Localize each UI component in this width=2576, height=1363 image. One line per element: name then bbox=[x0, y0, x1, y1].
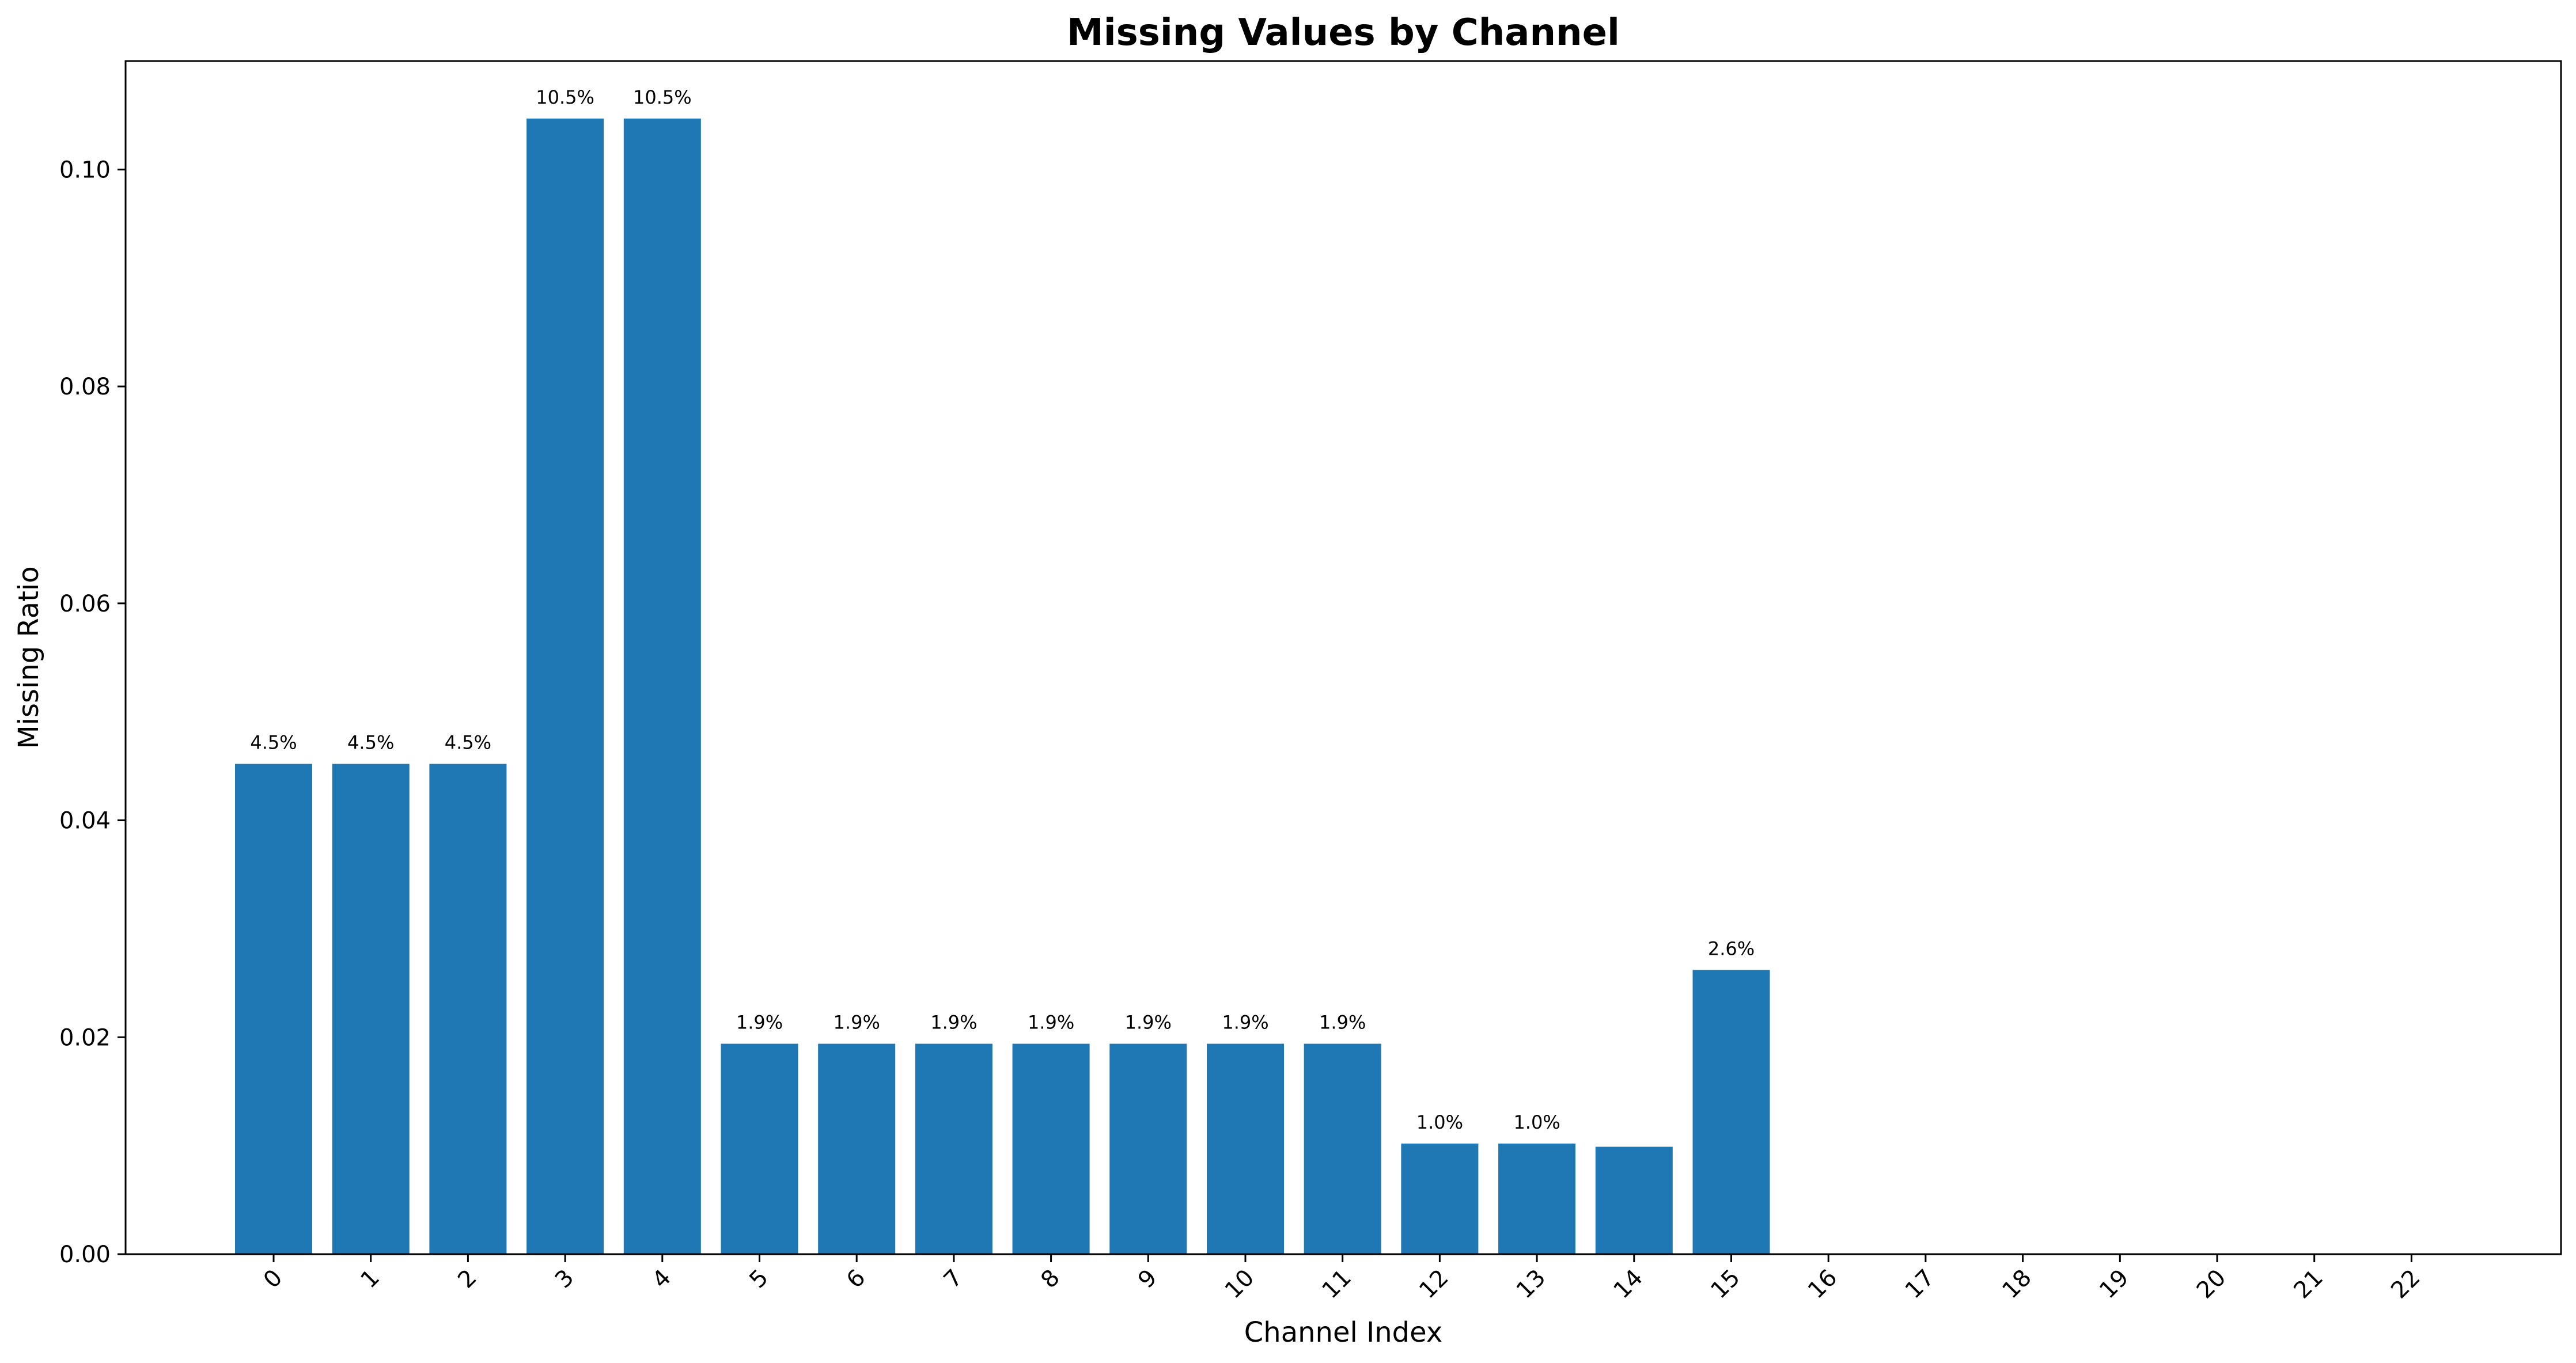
x-tick-label: 11 bbox=[1317, 1265, 1357, 1304]
y-tick-label: 0.04 bbox=[59, 808, 111, 834]
bar-channel-5 bbox=[721, 1043, 798, 1254]
data-labels-layer: 4.5% 4.5% 4.5% 10.5% 10.5% 1.9% 1.9% 1.9% 1.9% 1.… bbox=[250, 86, 1755, 1133]
x-tick-label: 22 bbox=[2386, 1265, 2426, 1304]
x-tick-label: 7 bbox=[939, 1265, 968, 1294]
x-tick-label: 18 bbox=[1997, 1265, 2037, 1304]
x-tick-label: 3 bbox=[550, 1265, 579, 1294]
data-label-channel-9: 1.9% bbox=[1125, 1012, 1172, 1034]
bar-channel-12 bbox=[1401, 1143, 1479, 1254]
data-label-channel-11: 1.9% bbox=[1319, 1012, 1366, 1034]
bar-channel-3 bbox=[526, 118, 604, 1254]
x-tick-label: 21 bbox=[2289, 1265, 2328, 1304]
x-tick-label: 10 bbox=[1220, 1265, 1260, 1304]
data-label-channel-6: 1.9% bbox=[834, 1012, 880, 1034]
plot-frame bbox=[124, 60, 2562, 1255]
data-label-channel-1: 4.5% bbox=[347, 732, 394, 754]
x-tick-label: 0 bbox=[259, 1265, 288, 1294]
bar-channel-7 bbox=[915, 1043, 992, 1254]
x-tick-label: 19 bbox=[2094, 1265, 2134, 1304]
y-tick-label: 0.06 bbox=[59, 591, 111, 617]
data-label-channel-13: 1.0% bbox=[1513, 1111, 1560, 1133]
x-tick-label: 12 bbox=[1414, 1265, 1454, 1304]
x-tick-label: 5 bbox=[744, 1265, 774, 1294]
x-tick-label: 15 bbox=[1706, 1265, 1745, 1304]
y-axis-label: Missing Ratio bbox=[13, 566, 45, 749]
data-label-channel-8: 1.9% bbox=[1028, 1012, 1074, 1034]
bar-channel-9 bbox=[1109, 1043, 1187, 1254]
x-tick-label: 6 bbox=[842, 1265, 871, 1294]
x-tick-label: 13 bbox=[1511, 1265, 1551, 1304]
data-label-channel-7: 1.9% bbox=[930, 1012, 977, 1034]
bar-channel-8 bbox=[1012, 1043, 1090, 1254]
data-label-channel-4: 10.5% bbox=[633, 86, 692, 108]
bar-channel-6 bbox=[818, 1043, 896, 1254]
bar-channel-11 bbox=[1304, 1043, 1381, 1254]
bar-channel-4 bbox=[623, 118, 701, 1254]
data-label-channel-3: 10.5% bbox=[536, 86, 594, 108]
y-tick-label: 0.00 bbox=[59, 1241, 111, 1268]
bar-channel-14 bbox=[1595, 1146, 1673, 1254]
x-tick-label: 4 bbox=[647, 1265, 677, 1294]
bars-layer bbox=[235, 118, 1770, 1254]
x-tick-label: 8 bbox=[1036, 1265, 1065, 1294]
chart-title: Missing Values by Channel bbox=[1067, 12, 1620, 54]
y-tick-label: 0.08 bbox=[59, 374, 111, 400]
data-label-channel-15: 2.6% bbox=[1708, 937, 1755, 959]
x-tick-label: 20 bbox=[2192, 1265, 2232, 1304]
data-label-channel-5: 1.9% bbox=[736, 1012, 783, 1034]
x-tick-label: 16 bbox=[1803, 1265, 1843, 1304]
bar-channel-2 bbox=[429, 764, 507, 1254]
x-tick-label: 2 bbox=[453, 1265, 482, 1294]
x-tick-label: 9 bbox=[1133, 1265, 1162, 1294]
data-label-channel-10: 1.9% bbox=[1222, 1012, 1268, 1034]
data-label-channel-2: 4.5% bbox=[445, 732, 491, 754]
y-tick-label: 0.10 bbox=[59, 157, 111, 183]
x-tick-label: 14 bbox=[1609, 1265, 1649, 1304]
bar-channel-1 bbox=[332, 764, 410, 1254]
x-tick-label: 17 bbox=[1900, 1265, 1940, 1304]
y-axis: 0.00 0.02 0.04 0.06 0.08 0.10 bbox=[59, 157, 126, 1268]
bar-channel-15 bbox=[1692, 970, 1770, 1254]
data-label-channel-0: 4.5% bbox=[250, 732, 297, 754]
x-axis: 0 1 2 3 4 5 6 7 8 9 10 11 12 13 14 15 16 17 18 19 20 21 22 bbox=[259, 1254, 2426, 1304]
x-axis-label: Channel Index bbox=[1244, 1316, 1442, 1349]
bar-channel-10 bbox=[1207, 1043, 1284, 1254]
x-tick-label: 1 bbox=[355, 1265, 385, 1294]
y-tick-label: 0.02 bbox=[59, 1024, 111, 1051]
bar-channel-13 bbox=[1498, 1143, 1576, 1254]
data-label-channel-12: 1.0% bbox=[1416, 1111, 1463, 1133]
bar-channel-0 bbox=[235, 764, 312, 1254]
